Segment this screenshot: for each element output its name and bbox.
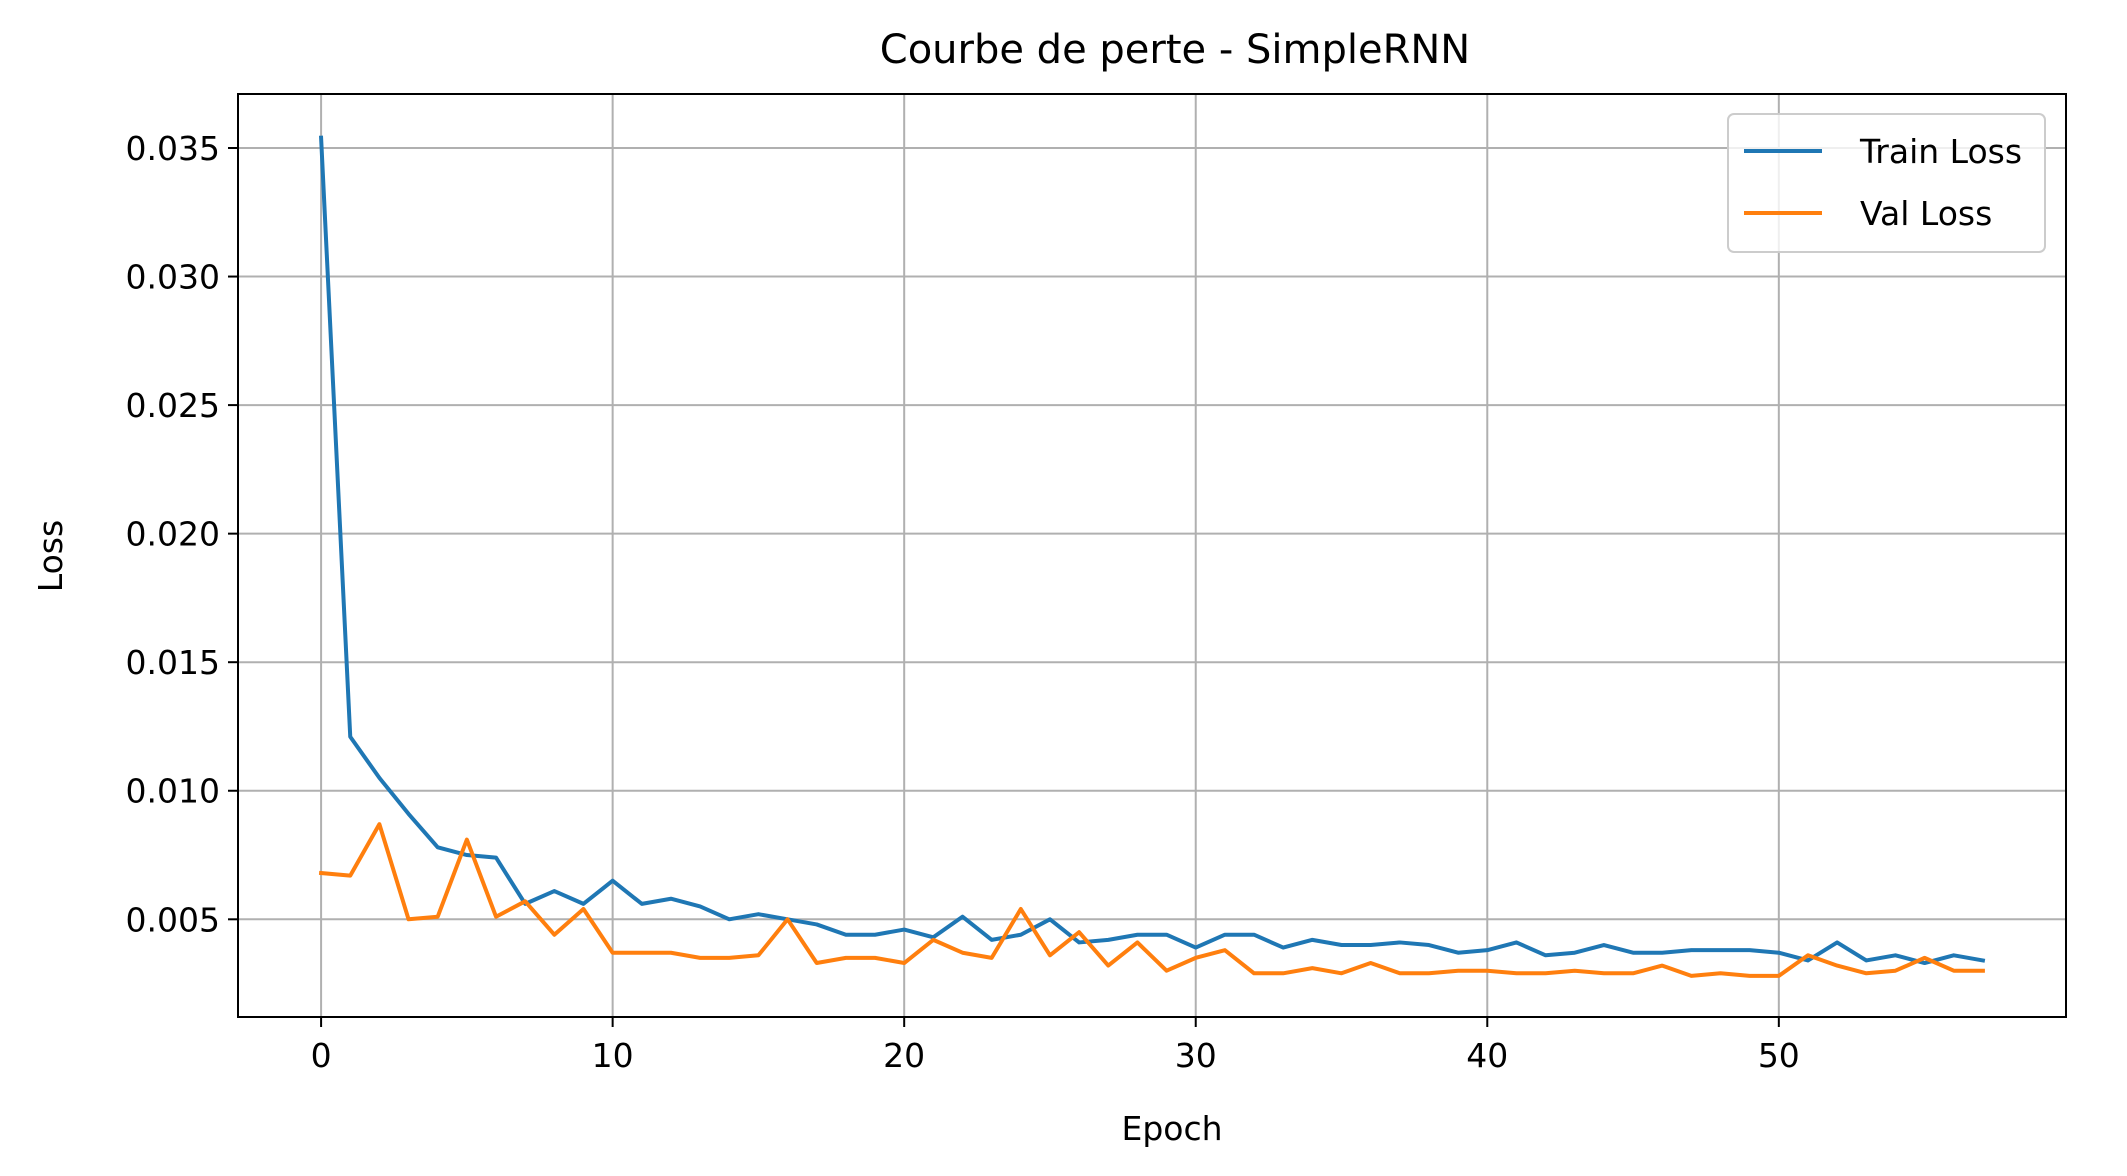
x-tick-label: 40 — [1466, 1036, 1508, 1075]
grid-lines — [238, 94, 2066, 1017]
legend-box — [1727, 113, 2046, 253]
x-tick-label: 30 — [1175, 1036, 1217, 1075]
x-axis-label: Epoch — [1121, 1109, 1222, 1148]
y-tick-label: 0.015 — [126, 643, 220, 682]
y-tick-label: 0.020 — [126, 515, 220, 554]
legend-label-train-loss: Train Loss — [1859, 132, 2022, 171]
y-tick-label: 0.030 — [126, 258, 220, 297]
y-tick-label: 0.010 — [126, 772, 220, 811]
series-layer — [318, 135, 1986, 978]
legend-label-val-loss: Val Loss — [1860, 194, 1992, 233]
series-line-val-loss — [318, 822, 1985, 978]
chart-title: Courbe de perte - SimpleRNN — [880, 27, 1470, 73]
x-tick-label: 10 — [592, 1036, 634, 1075]
axis-ticks: 0 10 20 30 40 50 0.005 0.010 0.015 0.020 0.025 0.03… — [126, 129, 1800, 1075]
legend: Train Loss Val Loss — [1727, 113, 2046, 253]
y-axis-label: Loss — [31, 520, 70, 592]
plot-frame — [237, 93, 2067, 1018]
x-tick-label: 20 — [883, 1036, 925, 1075]
x-tick-label: 50 — [1758, 1036, 1800, 1075]
y-tick-label: 0.025 — [126, 386, 220, 425]
y-tick-label: 0.005 — [126, 900, 220, 939]
x-tick-label: 0 — [311, 1036, 332, 1075]
series-line-train-loss — [318, 135, 1986, 966]
y-tick-label: 0.035 — [126, 129, 220, 168]
